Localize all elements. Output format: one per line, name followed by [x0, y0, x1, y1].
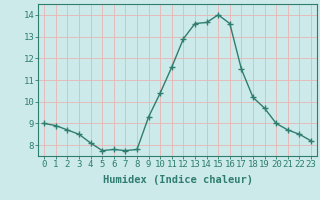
X-axis label: Humidex (Indice chaleur): Humidex (Indice chaleur)	[103, 175, 252, 185]
